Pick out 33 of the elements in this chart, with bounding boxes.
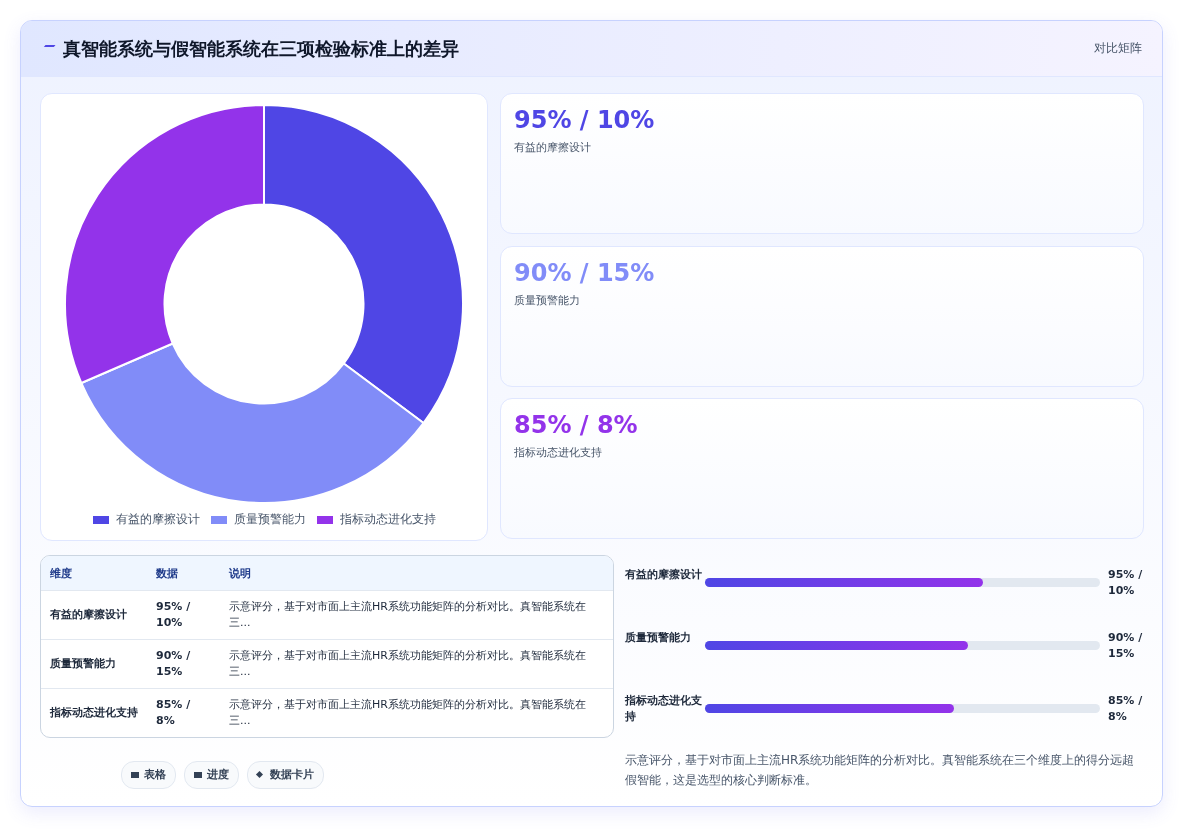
text: 数据 — [147, 556, 220, 591]
slice-label: 有益的摩擦设计 — [514, 140, 591, 155]
category-label: 指标动态进化支持 — [50, 706, 138, 719]
text: 95% / 10% — [156, 600, 191, 629]
category-label: 指标动态进化支持 — [514, 446, 602, 459]
legend-label: 指标动态进化支持 — [339, 512, 436, 527]
text: 90% / 15% — [514, 258, 655, 287]
legend-label: 质量预警能力 — [234, 512, 306, 527]
text: 表格 — [121, 761, 176, 789]
category-label: 质量预警能力 — [625, 631, 691, 644]
text: 进度 — [184, 761, 239, 789]
category-label: 有益的摩擦设计 — [50, 608, 127, 621]
text: 90% / 15% — [156, 649, 191, 678]
text: 85% / 8% — [1108, 694, 1143, 723]
category-label: 指标动态进化支持 — [625, 694, 702, 723]
text: 示意评分，基于对市面上主流HR系统功能矩阵的分析对比。真智能系统在三... — [220, 590, 613, 640]
text: 90% / 15% — [1108, 631, 1143, 660]
text: 对比矩阵 — [1094, 40, 1142, 57]
text: 85% / 8% — [514, 411, 638, 439]
text: 数据卡片 — [247, 761, 324, 789]
category-label: 有益的摩擦设计 — [625, 568, 702, 581]
chart-title: 真智能系统与假智能系统在三项检验标准上的差异 — [63, 37, 459, 61]
text: 示意评分，基于对市面上主流HR系统功能矩阵的分析对比。真智能系统在三... — [220, 639, 613, 689]
text: 示意评分，基于对市面上主流HR系统功能矩阵的分析对比。真智能系统在三... — [220, 688, 613, 737]
category-label: 质量预警能力 — [50, 657, 116, 670]
category-label: 质量预警能力 — [514, 293, 580, 307]
text: 说明 — [220, 556, 613, 591]
text: 示意评分，基于对市面上主流HR系统功能矩阵的分析对比。真智能系统在三个维度上的得分远超假智能，这是选型的核心判断标准。 — [625, 752, 1136, 789]
text: 95% / 10% — [514, 106, 655, 134]
text: 维度 — [41, 556, 147, 591]
text: 85% / 8% — [156, 698, 191, 727]
legend-label: 有益的摩擦设计 — [116, 512, 200, 527]
text: 95% / 10% — [1108, 568, 1143, 597]
